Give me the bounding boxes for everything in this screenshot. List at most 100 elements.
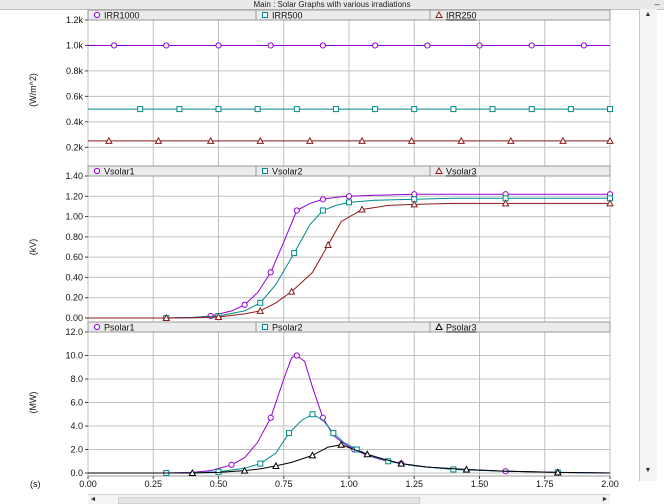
data-point-vsolar1 [241, 301, 248, 308]
data-point-vsolar2 [319, 207, 326, 214]
series-line-vsolar2 [88, 197, 610, 319]
legend-bar [87, 165, 611, 177]
data-point-irr250 [606, 136, 614, 144]
data-point-irr500 [176, 106, 183, 113]
x-tick-label: 0.25 [144, 479, 162, 489]
data-point-irr500 [215, 106, 222, 113]
y-tick-label: 0.0 [70, 468, 83, 478]
data-point-irr250 [105, 136, 113, 144]
x-tick-label: 1.00 [340, 479, 358, 489]
scroll-up-icon[interactable]: ▲ [644, 11, 652, 18]
data-point-vsolar3 [606, 199, 614, 207]
series-line-vsolar1 [88, 193, 610, 319]
legend-marker-triangle-icon [435, 10, 443, 18]
legend-marker-circle-icon [93, 323, 101, 331]
data-point-vsolar1 [267, 269, 274, 276]
y-tick-label: 4.0 [70, 421, 83, 431]
data-point-vsolar3 [287, 287, 296, 295]
data-point-psolar2 [330, 430, 337, 437]
legend-label-irr500[interactable]: IRR500 [272, 11, 303, 21]
data-point-vsolar1 [293, 207, 300, 214]
x-tick-label: 0.50 [210, 479, 228, 489]
data-point-irr250 [407, 136, 416, 144]
data-point-irr500 [607, 106, 613, 113]
data-point-vsolar3 [324, 240, 332, 248]
legend-label-vsolar3[interactable]: Vsolar3 [446, 167, 477, 177]
y-tick-label: 0.6k [66, 91, 84, 101]
legend-label-psolar1[interactable]: Psolar1 [104, 323, 135, 333]
data-point-irr1000 [528, 42, 535, 49]
data-point-vsolar2 [346, 199, 352, 206]
legend-label-psolar2[interactable]: Psolar2 [272, 323, 303, 333]
y-tick-label: 0.2k [66, 142, 84, 152]
data-point-irr1000 [267, 42, 274, 49]
legend-label-vsolar1[interactable]: Vsolar1 [104, 167, 135, 177]
data-point-irr250 [154, 136, 163, 144]
y-tick-label: 0.8k [66, 66, 84, 76]
data-point-irr1000 [215, 42, 222, 49]
legend-marker-square-icon [262, 168, 268, 174]
window-title: Main : Solar Graphs with various irradia… [253, 0, 411, 9]
y-tick-label: 6.0 [70, 398, 83, 408]
vertical-scrollbar[interactable]: ▲ ▼ [639, 9, 657, 481]
y-tick-label: 0.00 [65, 313, 83, 323]
legend-marker-circle-icon [93, 167, 101, 175]
data-point-psolar3 [272, 461, 280, 469]
data-point-irr1000 [580, 42, 588, 49]
data-point-vsolar2 [291, 250, 298, 257]
y-axis-label: (kV) [28, 239, 38, 256]
data-point-irr250 [206, 136, 215, 144]
chart-panel-3: 0.0 2.0 4.0 6.0 8.0 10.0 12.0 (MW) Psolar1 Psolar… [28, 321, 645, 478]
data-point-vsolar3 [256, 306, 265, 314]
scroll-down-icon[interactable]: ▼ [644, 467, 652, 474]
legend-marker-square-icon [262, 324, 268, 330]
data-point-irr500 [137, 106, 144, 113]
x-tick-label: 1.50 [471, 479, 489, 489]
data-point-psolar1 [293, 352, 300, 359]
x-tick-label: 0.75 [275, 479, 293, 489]
chart-panel-2: 0.00 0.20 0.40 0.60 0.80 1.00 1.20 1.40 (kV) Vsol… [28, 165, 645, 323]
data-point-psolar3 [553, 468, 562, 476]
data-point-psolar3 [337, 440, 346, 448]
x-axis-unit-label: (s) [30, 479, 41, 489]
data-point-vsolar3 [162, 313, 171, 321]
legend-marker-square-icon [262, 12, 268, 18]
data-point-vsolar3 [358, 205, 366, 213]
legend-marker-triangle-icon [435, 322, 443, 330]
legend-label-irr250[interactable]: IRR250 [446, 11, 477, 21]
y-tick-label: 1.20 [65, 191, 83, 201]
legend-label-psolar3[interactable]: Psolar3 [446, 323, 477, 333]
data-point-irr500 [567, 106, 574, 113]
y-tick-label: 0.20 [65, 293, 83, 303]
legend-label-vsolar2[interactable]: Vsolar2 [272, 167, 303, 177]
data-point-irr1000 [424, 42, 431, 49]
data-point-irr1000 [372, 42, 379, 49]
x-tick-label: 1.75 [536, 479, 554, 489]
scroll-left-icon[interactable]: ◄ [89, 496, 97, 503]
data-point-vsolar1 [345, 193, 353, 200]
minimize-button[interactable]: – [654, 0, 660, 9]
data-point-vsolar3 [501, 199, 510, 207]
data-point-irr250 [256, 136, 265, 144]
data-point-irr1000 [111, 42, 118, 49]
legend-bar [87, 9, 611, 21]
data-point-irr500 [372, 106, 379, 113]
scroll-right-icon[interactable]: ► [601, 496, 609, 503]
data-point-irr1000 [319, 42, 326, 49]
y-tick-label: 0.40 [65, 272, 83, 282]
legend-bar [87, 321, 611, 333]
series-line-vsolar3 [88, 202, 610, 319]
y-tick-label: 1.0k [66, 40, 84, 50]
data-point-irr250 [559, 136, 567, 144]
legend-label-irr1000[interactable]: IRR1000 [104, 11, 140, 21]
y-tick-label: 0.80 [65, 232, 83, 242]
data-point-irr500 [489, 106, 496, 113]
y-tick-label: 1.00 [65, 212, 83, 222]
y-tick-label: 2.0 [70, 445, 83, 455]
data-point-irr500 [411, 106, 418, 113]
data-point-psolar1 [228, 461, 235, 468]
y-tick-label: 8.0 [70, 374, 83, 384]
y-tick-label: 10.0 [65, 351, 83, 361]
data-point-psolar3 [308, 451, 317, 459]
